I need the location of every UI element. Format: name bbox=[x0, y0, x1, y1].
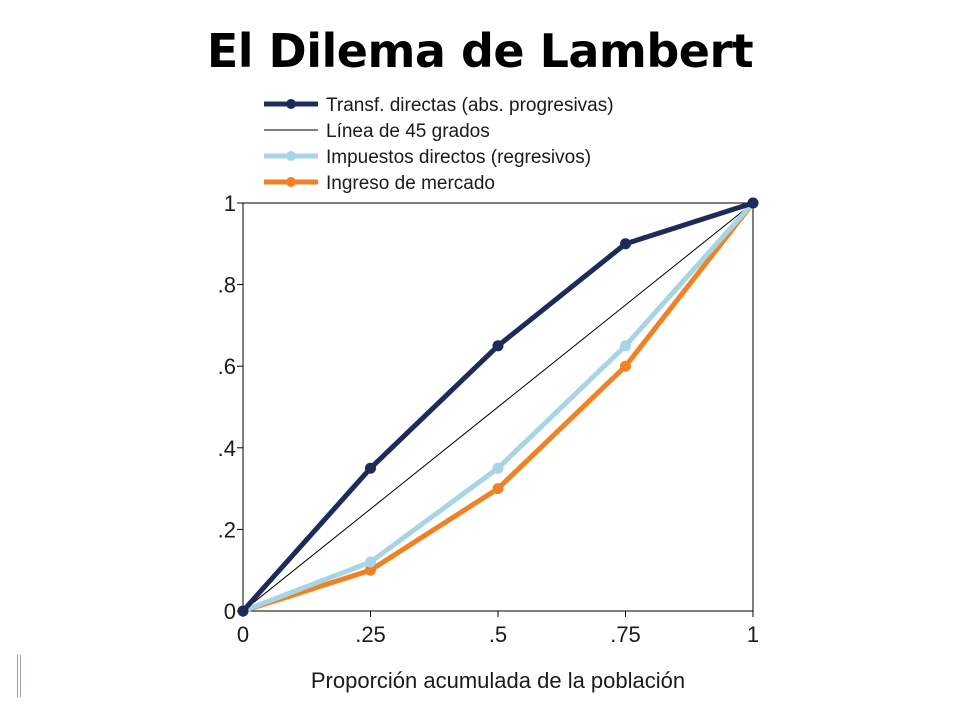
data-point bbox=[492, 462, 504, 474]
chart-axes: 0 .25 .5 .75 1 0 .2 .4 .6 .8 1 bbox=[218, 191, 759, 647]
series-0 bbox=[237, 197, 759, 617]
legend-marker bbox=[286, 151, 296, 161]
x-tick-label: .5 bbox=[489, 622, 507, 647]
x-tick-label: .25 bbox=[355, 622, 386, 647]
chart-legend: Transf. directas (abs. progresivas) Línea… bbox=[264, 95, 614, 194]
legend-entry: Línea de 45 grados bbox=[264, 121, 490, 142]
data-point bbox=[365, 564, 376, 576]
legend-marker bbox=[286, 177, 296, 187]
y-tick-label: .4 bbox=[218, 436, 236, 461]
legend-label: Transf. directas (abs. progresivas) bbox=[326, 95, 614, 116]
x-axis-label: Proporción acumulada de la población bbox=[311, 668, 685, 693]
data-point bbox=[747, 197, 759, 209]
series-layer bbox=[237, 197, 759, 617]
data-point bbox=[620, 340, 631, 352]
legend-entry: Impuestos directos (regresivos) bbox=[264, 147, 591, 168]
y-tick-label: 0 bbox=[224, 599, 236, 624]
series-1 bbox=[242, 202, 754, 612]
data-point bbox=[620, 238, 631, 250]
legend-marker bbox=[286, 99, 296, 109]
y-tick-label: 1 bbox=[224, 191, 236, 216]
x-tick-label: 0 bbox=[237, 622, 249, 647]
slide-title: El Dilema de Lambert bbox=[206, 24, 754, 78]
legend-label: Línea de 45 grados bbox=[326, 121, 490, 142]
data-point bbox=[365, 556, 376, 568]
data-point bbox=[365, 462, 376, 474]
slide-divider bbox=[17, 655, 21, 697]
data-point bbox=[620, 360, 631, 372]
legend-entry: Ingreso de mercado bbox=[264, 173, 495, 194]
data-point bbox=[492, 483, 504, 495]
x-tick-label: 1 bbox=[747, 622, 759, 647]
y-tick-label: .8 bbox=[218, 273, 236, 298]
data-point bbox=[237, 605, 249, 617]
legend-entry: Transf. directas (abs. progresivas) bbox=[264, 95, 614, 116]
series-line bbox=[242, 202, 754, 612]
legend-label: Ingreso de mercado bbox=[326, 173, 495, 194]
data-point bbox=[492, 340, 504, 352]
y-tick-label: .2 bbox=[218, 517, 236, 542]
y-tick-label: .6 bbox=[218, 354, 236, 379]
x-tick-label: .75 bbox=[610, 622, 641, 647]
legend-label: Impuestos directos (regresivos) bbox=[326, 147, 591, 168]
